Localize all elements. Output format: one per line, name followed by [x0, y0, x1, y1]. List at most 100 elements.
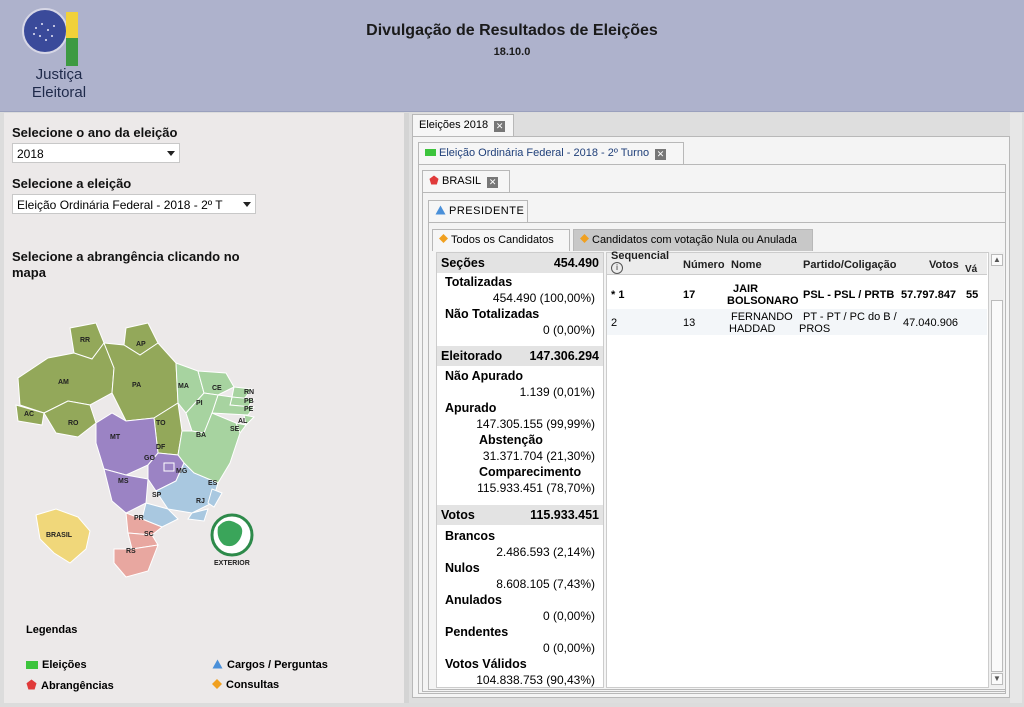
map-label-ro: RO [68, 420, 79, 427]
brasil-map-label: BRASIL [46, 532, 73, 539]
map-label-ac: AC [24, 411, 34, 418]
map-label-rs: RS [126, 548, 136, 555]
votos-header: Votos 115.933.451 [437, 505, 603, 525]
state-pr [125, 512, 163, 536]
map-label-ap: AP [136, 341, 146, 348]
results-table: Sequencial i Número Nome Partido/Coligaç… [606, 250, 1004, 688]
green-square-icon [425, 149, 436, 156]
blue-triangle-icon [435, 205, 446, 218]
close-icon[interactable]: ✕ [655, 149, 667, 160]
scroll-down-icon[interactable]: ▼ [991, 673, 1003, 685]
state-rj [187, 508, 209, 522]
map-label-go: GO [144, 455, 155, 462]
map-label-pb: PB [244, 398, 254, 405]
window-scrollbar[interactable] [1010, 113, 1022, 703]
election-label: Selecione a eleição [12, 176, 132, 191]
brazil-map[interactable]: RR AP AM PA MA CE RN PB PE PI AL SE AC R… [8, 313, 288, 583]
year-label: Selecione o ano da eleição [12, 125, 178, 140]
col-partido[interactable]: Partido/Coligação [803, 259, 897, 271]
app-header: Justiça Eleitoral Divulgação de Resultad… [0, 0, 1024, 112]
map-label-df: DF [156, 444, 166, 451]
tab-eleicoes-2018[interactable]: Eleições 2018 ✕ [412, 114, 514, 136]
app-title: Divulgação de Resultados de Eleições [366, 22, 658, 39]
chevron-down-icon [167, 151, 175, 156]
tab-brasil[interactable]: BRASIL ✕ [422, 170, 510, 192]
legend-eleicoes: Eleições [26, 659, 87, 671]
state-es [207, 488, 223, 508]
map-label-ma: MA [178, 383, 189, 390]
state-ac [15, 404, 45, 426]
info-icon[interactable]: i [611, 262, 623, 274]
legend-title: Legendas [26, 624, 78, 636]
orange-diamond-icon [439, 234, 448, 246]
tab-candidatos-nulos[interactable]: Candidatos com votação Nula ou Anulada [573, 229, 813, 251]
green-square-icon [26, 661, 38, 669]
state-df [163, 462, 175, 472]
col-sequencial[interactable]: Sequencial i [611, 250, 670, 274]
col-validos[interactable]: Vá [965, 264, 978, 275]
scope-label: Selecione a abrangência clicando no mapa [12, 249, 240, 280]
panel-splitter[interactable] [404, 113, 409, 703]
scroll-up-icon[interactable]: ▲ [991, 254, 1003, 266]
eleitorado-header: Eleitorado 147.306.294 [437, 346, 603, 366]
tab-todos-candidatos[interactable]: Todos os Candidatos [432, 229, 570, 251]
secoes-header: Seções 454.490 [437, 253, 603, 273]
orange-diamond-icon [580, 234, 589, 246]
close-icon[interactable]: ✕ [494, 121, 506, 132]
state-rs [113, 544, 159, 578]
logo-text: Justiça Eleitoral [31, 66, 87, 101]
election-select[interactable]: Eleição Ordinária Federal - 2018 - 2º T [12, 194, 256, 214]
state-al [243, 414, 256, 427]
scroll-thumb[interactable] [991, 300, 1003, 672]
col-nome[interactable]: Nome [731, 259, 762, 271]
chevron-down-icon [243, 202, 251, 207]
legend-abrangencias: Abrangências [26, 679, 114, 693]
map-label-am: AM [58, 379, 69, 386]
blue-triangle-icon [212, 659, 223, 672]
map-label-ms: MS [118, 478, 129, 485]
table-header [607, 253, 987, 275]
legend-cargos: Cargos / Perguntas [212, 659, 328, 672]
table-scrollbar[interactable]: ▲ ▼ [988, 252, 1004, 688]
map-label-rj: RJ [196, 498, 205, 505]
map-label-pa: PA [132, 382, 141, 389]
selection-panel: Selecione o ano da eleição 2018 Selecion… [4, 113, 404, 703]
map-label-pe: PE [244, 406, 254, 413]
col-votos[interactable]: Votos [929, 259, 959, 271]
map-label-mt: MT [110, 434, 121, 441]
map-label-ce: CE [212, 385, 222, 392]
state-sp [141, 502, 179, 528]
legend-consultas: Consultas [212, 679, 279, 692]
year-select[interactable]: 2018 [12, 143, 180, 163]
state-ce [197, 370, 235, 396]
map-label-pr: PR [134, 515, 144, 522]
table-row[interactable]: 2 13 FERNANDO HADDAD PT - PT / PC do B /… [607, 309, 987, 335]
tab-eleicao-federal[interactable]: Eleição Ordinária Federal - 2018 - 2º Tu… [418, 142, 684, 164]
map-label-se: SE [230, 426, 240, 433]
map-label-rr: RR [80, 337, 90, 344]
brasil-map-button[interactable]: BRASIL [35, 508, 91, 564]
state-ms [103, 468, 149, 514]
red-pentagon-icon [429, 175, 439, 188]
exterior-globe-icon[interactable]: EXTERIOR [210, 513, 254, 567]
close-icon[interactable]: ✕ [487, 177, 499, 188]
map-label-to: TO [156, 420, 166, 427]
state-mg [155, 462, 219, 514]
map-label-sp: SP [152, 492, 162, 499]
orange-diamond-icon [212, 679, 222, 692]
red-pentagon-icon [26, 679, 37, 693]
exterior-label: EXTERIOR [214, 560, 250, 567]
map-label-rn: RN [244, 389, 254, 396]
app-version: 18.10.0 [493, 46, 531, 58]
map-label-al: AL [238, 418, 248, 425]
map-label-mg: MG [176, 468, 188, 475]
logo-globe-icon [22, 8, 68, 54]
justica-eleitoral-logo [22, 8, 82, 66]
tab-presidente[interactable]: PRESIDENTE [428, 200, 528, 222]
map-label-sc: SC [144, 531, 154, 538]
map-label-ba: BA [196, 432, 206, 439]
map-label-es: ES [208, 480, 218, 487]
table-row[interactable]: * 1 17 JAIR BOLSONARO PSL - PSL / PRTB 5… [607, 281, 987, 307]
summary-panel: Seções 454.490 Totalizadas 454.490 (100,0… [436, 252, 604, 688]
col-numero[interactable]: Número [683, 259, 725, 271]
